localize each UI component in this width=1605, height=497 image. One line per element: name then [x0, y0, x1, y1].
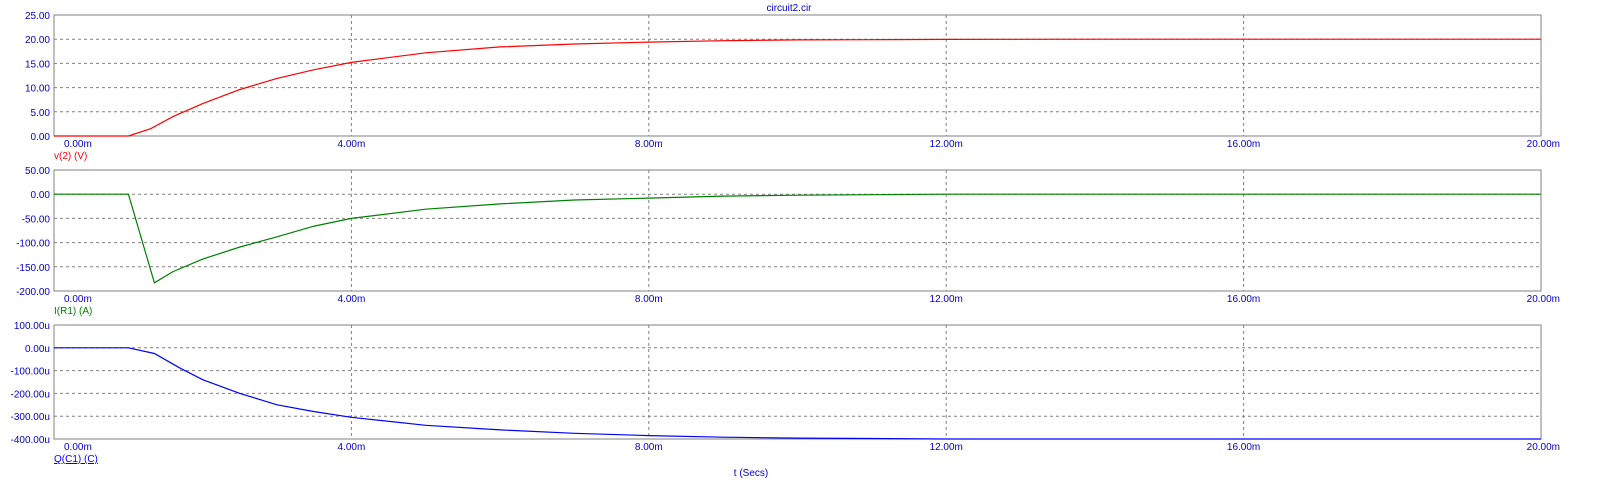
chart-title: circuit2.cir — [766, 3, 812, 14]
y-tick-label: -200.00u — [11, 389, 50, 400]
series-label: Q(C1) (C) — [54, 454, 98, 465]
panel-1: 25.00 20.00 15.00 10.00 5.00 0.00 0.00m 4.00m 8.… — [25, 11, 1560, 162]
y-tick-label: 0.00u — [25, 344, 50, 355]
x-tick-label: 16.00m — [1227, 442, 1260, 453]
x-tick-label: 4.00m — [338, 139, 366, 150]
series-line — [54, 347, 1541, 440]
series-line — [54, 38, 1541, 137]
x-axis-label: t (Secs) — [734, 468, 768, 479]
y-tick-label: -100.00u — [11, 367, 50, 378]
x-tick-label: 16.00m — [1227, 139, 1260, 150]
plot-frame — [53, 324, 1542, 440]
y-tick-label: 5.00 — [31, 108, 51, 119]
y-tick-label: 0.00 — [31, 190, 51, 201]
x-tick-label: 8.00m — [635, 139, 663, 150]
x-tick-label: 12.00m — [930, 442, 963, 453]
y-tick-label: 50.00 — [25, 166, 50, 177]
x-tick-label: 0.00m — [64, 139, 92, 150]
panel-2: 50.00 0.00 -50.00 -100.00 -150.00 -200.00 0.00… — [16, 166, 1560, 317]
y-tick-label: 15.00 — [25, 59, 50, 70]
y-tick-label: -50.00 — [22, 214, 51, 225]
x-tick-label: 20.00m — [1527, 442, 1560, 453]
y-tick-label: 100.00u — [14, 321, 50, 332]
y-tick-label: 0.00 — [31, 132, 51, 143]
series-label: v(2) (V) — [54, 151, 87, 162]
y-tick-label: -400.00u — [11, 435, 50, 446]
x-tick-label: 0.00m — [64, 294, 92, 305]
x-tick-label: 20.00m — [1527, 294, 1560, 305]
series-line — [54, 193, 1541, 284]
x-tick-label: 4.00m — [338, 294, 366, 305]
panel-3: 100.00u 0.00u -100.00u -200.00u -300.00u -400… — [11, 321, 1560, 465]
plot-frame — [53, 14, 1542, 137]
plot-frame — [53, 169, 1542, 292]
x-tick-label: 16.00m — [1227, 294, 1260, 305]
y-tick-label: 20.00 — [25, 35, 50, 46]
y-tick-label: 25.00 — [25, 11, 50, 22]
x-tick-label: 8.00m — [635, 442, 663, 453]
x-tick-label: 20.00m — [1527, 139, 1560, 150]
x-tick-label: 8.00m — [635, 294, 663, 305]
x-tick-label: 12.00m — [930, 294, 963, 305]
x-tick-label: 0.00m — [64, 442, 92, 453]
y-tick-label: -150.00 — [16, 263, 50, 274]
y-tick-label: -300.00u — [11, 412, 50, 423]
series-label: I(R1) (A) — [54, 306, 92, 317]
x-tick-label: 4.00m — [338, 442, 366, 453]
x-tick-label: 12.00m — [930, 139, 963, 150]
y-tick-label: -100.00 — [16, 239, 50, 250]
y-tick-label: -200.00 — [16, 287, 50, 298]
y-tick-label: 10.00 — [25, 84, 50, 95]
